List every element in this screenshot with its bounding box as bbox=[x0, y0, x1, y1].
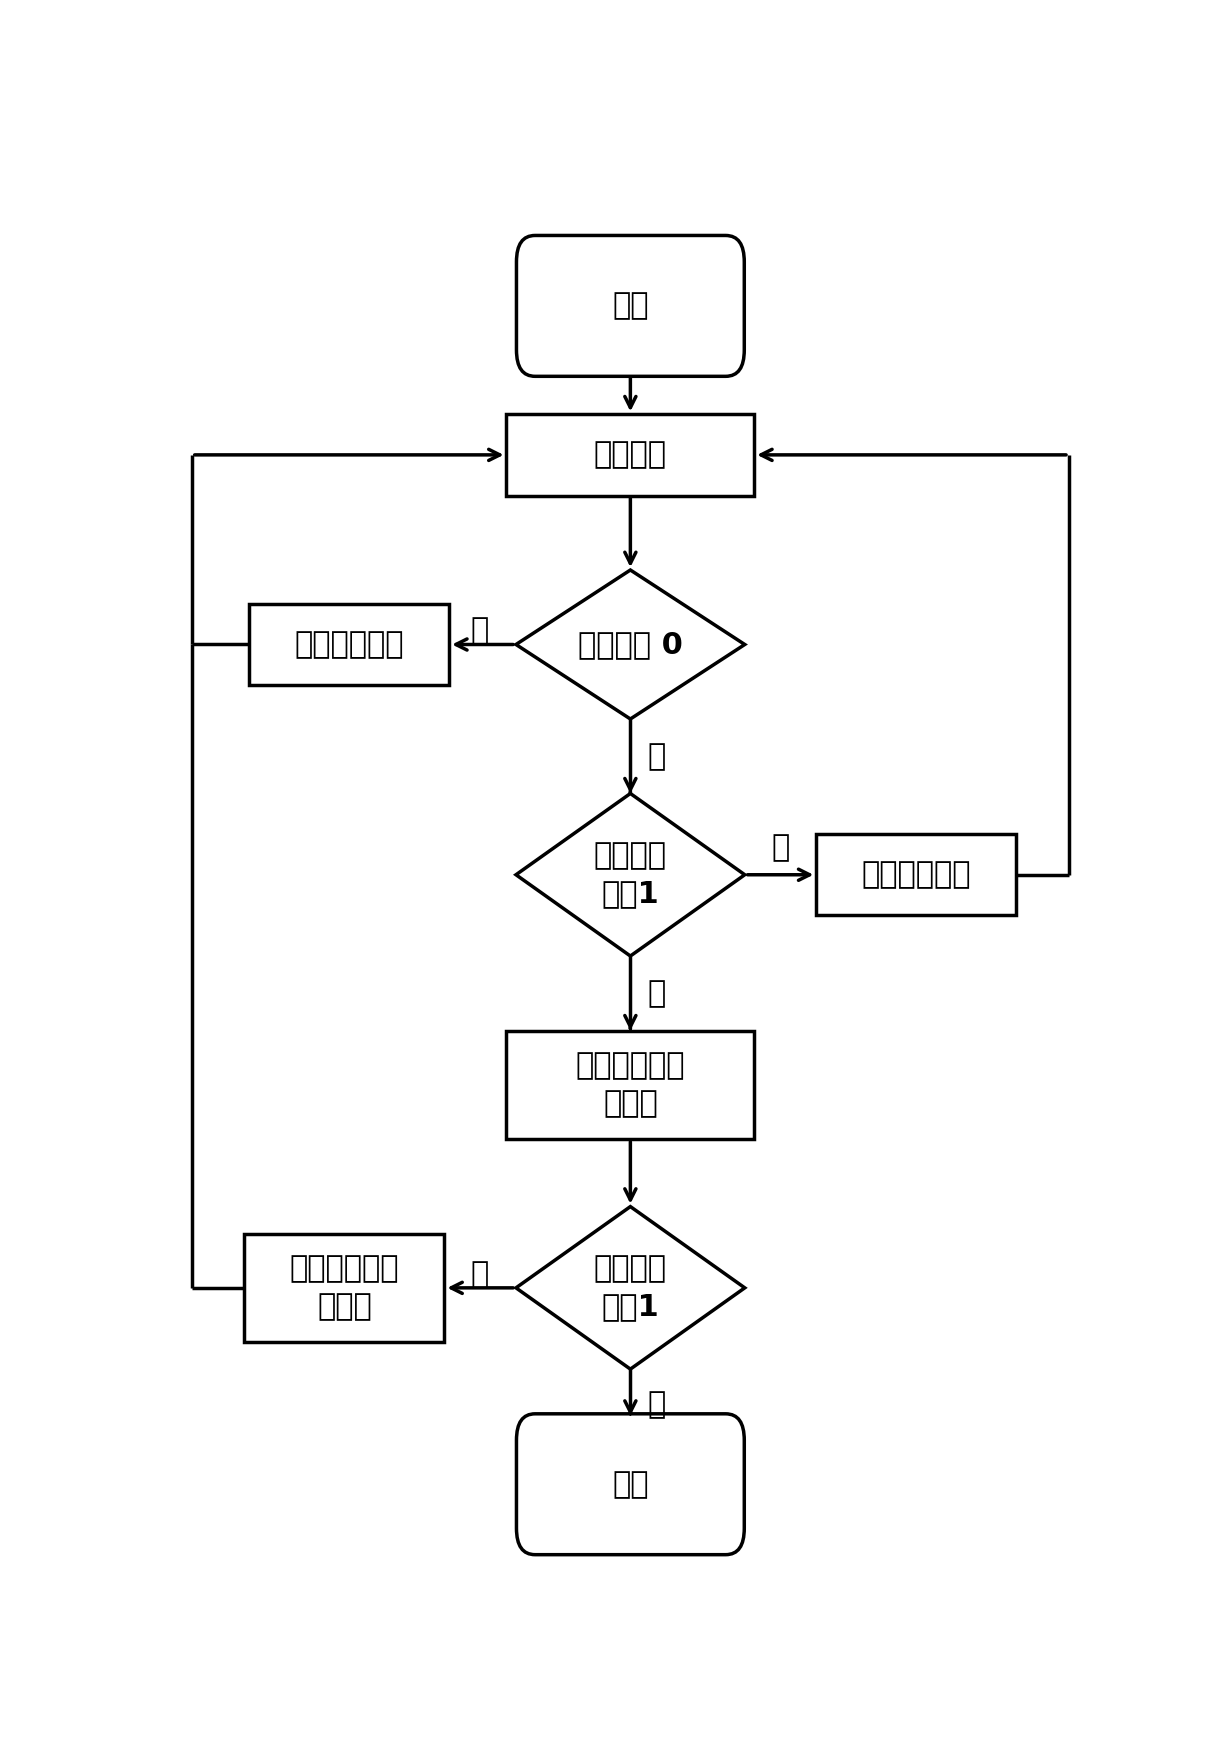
Polygon shape bbox=[517, 793, 745, 957]
Bar bbox=[507, 1031, 754, 1138]
Bar bbox=[245, 1233, 444, 1342]
Polygon shape bbox=[517, 570, 745, 719]
Text: 不透明度
达到1: 不透明度 达到1 bbox=[594, 1254, 667, 1321]
Text: 不透明度
小于1: 不透明度 小于1 bbox=[594, 841, 667, 908]
Text: 以小步长跳跃: 以小步长跳跃 bbox=[861, 860, 972, 890]
Text: 固定步长读取
下一个: 固定步长读取 下一个 bbox=[289, 1254, 400, 1321]
FancyBboxPatch shape bbox=[517, 236, 744, 376]
Text: 否: 否 bbox=[471, 1259, 488, 1289]
Bar bbox=[507, 415, 754, 496]
Text: 否: 否 bbox=[771, 834, 790, 862]
FancyBboxPatch shape bbox=[517, 1414, 744, 1555]
Text: 不透明度 0: 不透明度 0 bbox=[578, 630, 683, 660]
Polygon shape bbox=[517, 1207, 745, 1369]
Text: 是: 是 bbox=[648, 978, 667, 1008]
Text: 以大步长跳跃: 以大步长跳跃 bbox=[294, 630, 403, 660]
Text: 累加颜色和不
透明度: 累加颜色和不 透明度 bbox=[576, 1052, 685, 1119]
Text: 否: 否 bbox=[648, 742, 667, 770]
Text: 开始: 开始 bbox=[613, 292, 648, 320]
Bar bbox=[817, 834, 1016, 915]
Text: 是: 是 bbox=[648, 1390, 667, 1420]
Text: 结束: 结束 bbox=[613, 1471, 648, 1499]
Text: 是: 是 bbox=[471, 616, 488, 646]
Text: 读取数据: 读取数据 bbox=[594, 440, 667, 470]
Bar bbox=[248, 603, 449, 686]
